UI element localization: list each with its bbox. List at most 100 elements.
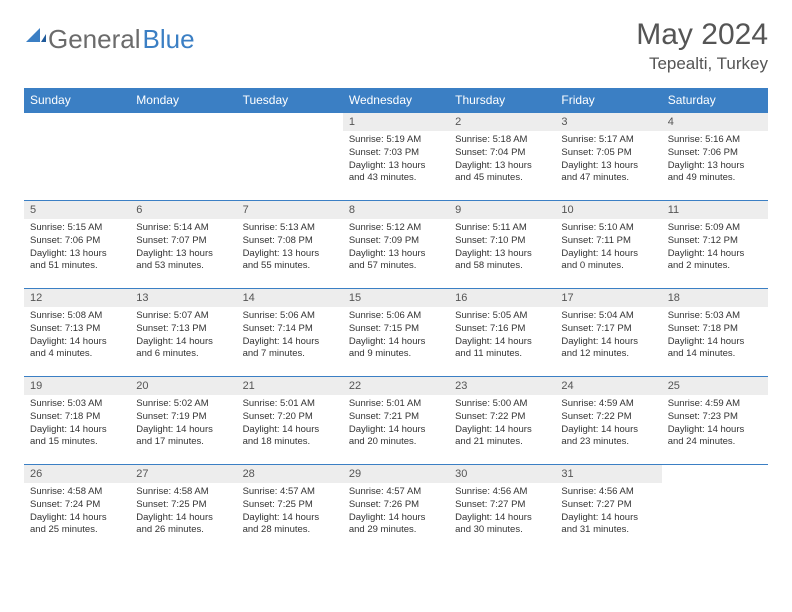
day-cell: . xyxy=(662,465,768,553)
sunrise-text: Sunrise: 4:58 AM xyxy=(30,486,124,499)
day-details: Sunrise: 5:04 AMSunset: 7:17 PMDaylight:… xyxy=(555,307,661,367)
daylight-text: Daylight: 13 hours and 47 minutes. xyxy=(561,160,655,186)
sunset-text: Sunset: 7:22 PM xyxy=(455,411,549,424)
sunrise-text: Sunrise: 4:56 AM xyxy=(561,486,655,499)
sunrise-text: Sunrise: 5:15 AM xyxy=(30,222,124,235)
sunset-text: Sunset: 7:18 PM xyxy=(668,323,762,336)
day-number: 15 xyxy=(343,289,449,307)
sunset-text: Sunset: 7:27 PM xyxy=(455,499,549,512)
day-number: 29 xyxy=(343,465,449,483)
day-cell: 25Sunrise: 4:59 AMSunset: 7:23 PMDayligh… xyxy=(662,377,768,465)
day-number: 5 xyxy=(24,201,130,219)
sunset-text: Sunset: 7:10 PM xyxy=(455,235,549,248)
week-row: 5Sunrise: 5:15 AMSunset: 7:06 PMDaylight… xyxy=(24,201,768,289)
daylight-text: Daylight: 13 hours and 58 minutes. xyxy=(455,248,549,274)
sunrise-text: Sunrise: 5:17 AM xyxy=(561,134,655,147)
sunrise-text: Sunrise: 5:03 AM xyxy=(30,398,124,411)
day-number: 21 xyxy=(237,377,343,395)
sunrise-text: Sunrise: 5:01 AM xyxy=(243,398,337,411)
day-number: 19 xyxy=(24,377,130,395)
day-details: Sunrise: 4:57 AMSunset: 7:26 PMDaylight:… xyxy=(343,483,449,543)
day-cell: 17Sunrise: 5:04 AMSunset: 7:17 PMDayligh… xyxy=(555,289,661,377)
sunrise-text: Sunrise: 5:16 AM xyxy=(668,134,762,147)
day-details: Sunrise: 4:59 AMSunset: 7:22 PMDaylight:… xyxy=(555,395,661,455)
sunrise-text: Sunrise: 5:19 AM xyxy=(349,134,443,147)
day-number: 28 xyxy=(237,465,343,483)
daylight-text: Daylight: 14 hours and 20 minutes. xyxy=(349,424,443,450)
daylight-text: Daylight: 14 hours and 28 minutes. xyxy=(243,512,337,538)
sunset-text: Sunset: 7:08 PM xyxy=(243,235,337,248)
sunset-text: Sunset: 7:06 PM xyxy=(668,147,762,160)
daylight-text: Daylight: 14 hours and 25 minutes. xyxy=(30,512,124,538)
sunrise-text: Sunrise: 5:10 AM xyxy=(561,222,655,235)
day-details: Sunrise: 5:09 AMSunset: 7:12 PMDaylight:… xyxy=(662,219,768,279)
day-number: 17 xyxy=(555,289,661,307)
sunset-text: Sunset: 7:24 PM xyxy=(30,499,124,512)
day-cell: 27Sunrise: 4:58 AMSunset: 7:25 PMDayligh… xyxy=(130,465,236,553)
sunset-text: Sunset: 7:05 PM xyxy=(561,147,655,160)
week-row: ...1Sunrise: 5:19 AMSunset: 7:03 PMDayli… xyxy=(24,113,768,201)
sunset-text: Sunset: 7:18 PM xyxy=(30,411,124,424)
logo-text-gray: General xyxy=(48,24,141,55)
sunrise-text: Sunrise: 5:09 AM xyxy=(668,222,762,235)
day-cell: 4Sunrise: 5:16 AMSunset: 7:06 PMDaylight… xyxy=(662,113,768,201)
day-details: Sunrise: 5:10 AMSunset: 7:11 PMDaylight:… xyxy=(555,219,661,279)
daylight-text: Daylight: 14 hours and 6 minutes. xyxy=(136,336,230,362)
day-cell: 15Sunrise: 5:06 AMSunset: 7:15 PMDayligh… xyxy=(343,289,449,377)
day-details: Sunrise: 5:03 AMSunset: 7:18 PMDaylight:… xyxy=(24,395,130,455)
daylight-text: Daylight: 14 hours and 0 minutes. xyxy=(561,248,655,274)
sunset-text: Sunset: 7:20 PM xyxy=(243,411,337,424)
sunset-text: Sunset: 7:17 PM xyxy=(561,323,655,336)
day-details: Sunrise: 5:12 AMSunset: 7:09 PMDaylight:… xyxy=(343,219,449,279)
sunrise-text: Sunrise: 4:57 AM xyxy=(243,486,337,499)
day-number: 23 xyxy=(449,377,555,395)
day-details: Sunrise: 5:00 AMSunset: 7:22 PMDaylight:… xyxy=(449,395,555,455)
day-number: 31 xyxy=(555,465,661,483)
sunset-text: Sunset: 7:26 PM xyxy=(349,499,443,512)
daylight-text: Daylight: 14 hours and 31 minutes. xyxy=(561,512,655,538)
title-block: May 2024 Tepealti, Turkey xyxy=(636,18,768,74)
day-number: 27 xyxy=(130,465,236,483)
weekday-header-row: Sunday Monday Tuesday Wednesday Thursday… xyxy=(24,88,768,113)
daylight-text: Daylight: 14 hours and 26 minutes. xyxy=(136,512,230,538)
daylight-text: Daylight: 14 hours and 29 minutes. xyxy=(349,512,443,538)
sunset-text: Sunset: 7:19 PM xyxy=(136,411,230,424)
day-cell: 11Sunrise: 5:09 AMSunset: 7:12 PMDayligh… xyxy=(662,201,768,289)
day-number: 22 xyxy=(343,377,449,395)
daylight-text: Daylight: 14 hours and 15 minutes. xyxy=(30,424,124,450)
day-details: Sunrise: 4:58 AMSunset: 7:24 PMDaylight:… xyxy=(24,483,130,543)
day-number: 2 xyxy=(449,113,555,131)
week-row: 26Sunrise: 4:58 AMSunset: 7:24 PMDayligh… xyxy=(24,465,768,553)
sunrise-text: Sunrise: 5:08 AM xyxy=(30,310,124,323)
daylight-text: Daylight: 13 hours and 43 minutes. xyxy=(349,160,443,186)
day-number: 24 xyxy=(555,377,661,395)
daylight-text: Daylight: 13 hours and 55 minutes. xyxy=(243,248,337,274)
day-cell: 16Sunrise: 5:05 AMSunset: 7:16 PMDayligh… xyxy=(449,289,555,377)
day-cell: 21Sunrise: 5:01 AMSunset: 7:20 PMDayligh… xyxy=(237,377,343,465)
sunrise-text: Sunrise: 5:14 AM xyxy=(136,222,230,235)
day-cell: . xyxy=(24,113,130,201)
sunrise-text: Sunrise: 5:06 AM xyxy=(349,310,443,323)
sunset-text: Sunset: 7:14 PM xyxy=(243,323,337,336)
day-details: Sunrise: 5:07 AMSunset: 7:13 PMDaylight:… xyxy=(130,307,236,367)
day-number: 20 xyxy=(130,377,236,395)
day-cell: 9Sunrise: 5:11 AMSunset: 7:10 PMDaylight… xyxy=(449,201,555,289)
sunset-text: Sunset: 7:27 PM xyxy=(561,499,655,512)
day-cell: 7Sunrise: 5:13 AMSunset: 7:08 PMDaylight… xyxy=(237,201,343,289)
daylight-text: Daylight: 14 hours and 23 minutes. xyxy=(561,424,655,450)
day-cell: 5Sunrise: 5:15 AMSunset: 7:06 PMDaylight… xyxy=(24,201,130,289)
day-cell: 20Sunrise: 5:02 AMSunset: 7:19 PMDayligh… xyxy=(130,377,236,465)
day-number: 14 xyxy=(237,289,343,307)
daylight-text: Daylight: 14 hours and 2 minutes. xyxy=(668,248,762,274)
daylight-text: Daylight: 13 hours and 45 minutes. xyxy=(455,160,549,186)
daylight-text: Daylight: 14 hours and 12 minutes. xyxy=(561,336,655,362)
week-row: 12Sunrise: 5:08 AMSunset: 7:13 PMDayligh… xyxy=(24,289,768,377)
day-number: 9 xyxy=(449,201,555,219)
day-number: 25 xyxy=(662,377,768,395)
day-cell: 30Sunrise: 4:56 AMSunset: 7:27 PMDayligh… xyxy=(449,465,555,553)
sunset-text: Sunset: 7:13 PM xyxy=(136,323,230,336)
sunrise-text: Sunrise: 5:01 AM xyxy=(349,398,443,411)
day-details: Sunrise: 5:13 AMSunset: 7:08 PMDaylight:… xyxy=(237,219,343,279)
daylight-text: Daylight: 14 hours and 24 minutes. xyxy=(668,424,762,450)
weekday-header: Wednesday xyxy=(343,88,449,113)
